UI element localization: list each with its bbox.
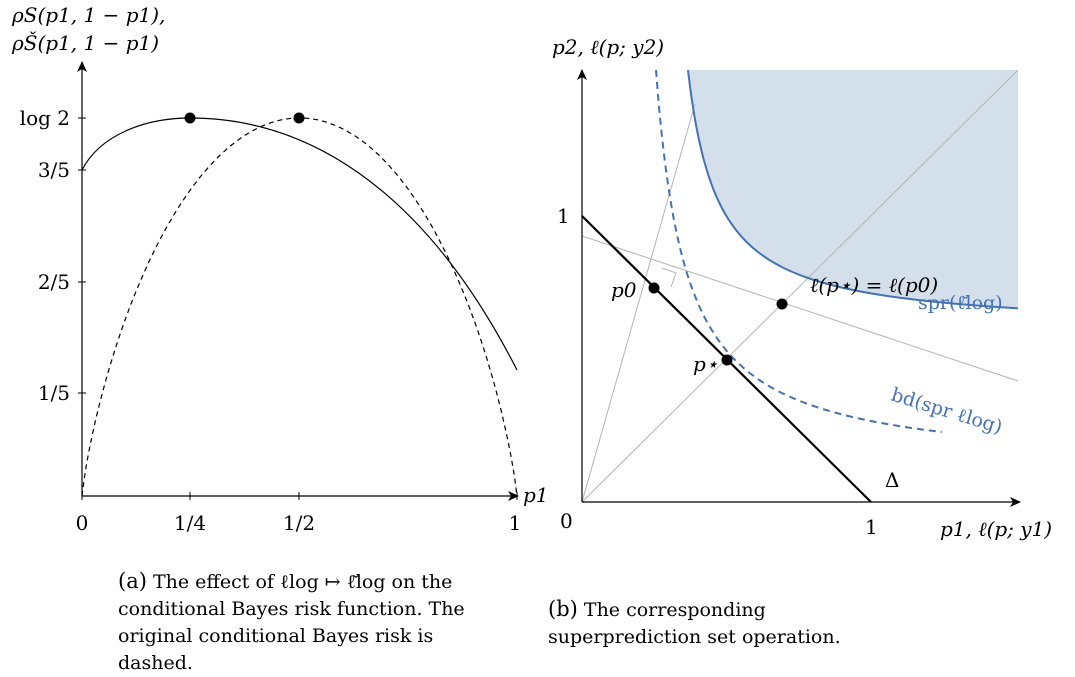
- bd-spr-log-curve: [655, 70, 942, 433]
- point-p0: [648, 282, 660, 294]
- label-spr: spr(ℓ̌log): [918, 292, 1003, 314]
- a-y-tick-1-5: 1/5: [38, 381, 70, 405]
- b-origin: 0: [560, 509, 573, 533]
- label-bd: bd(spr ℓlog): [889, 384, 1005, 439]
- a-y-tick-2-5: 2/5: [38, 270, 70, 294]
- guide-lines: [582, 70, 1018, 503]
- original-bayes-risk-curve: [81, 117, 518, 497]
- a-x-tick-0: 0: [76, 511, 89, 535]
- label-equality: ℓ(p⋆) = ℓ(p0): [810, 273, 938, 297]
- point-pstar: [721, 354, 733, 366]
- a-y-tick-3-5: 3/5: [38, 158, 70, 182]
- a-y-label-2: ρŠ(p1, 1 − p1): [11, 31, 159, 55]
- b-y-tick-1: 1: [557, 204, 570, 228]
- label-simplex: Δ: [885, 468, 899, 492]
- point-loss-pstar: [776, 298, 788, 310]
- a-x-label: p1: [523, 483, 549, 507]
- panel-b: p2, ℓ(p; y2) p1, ℓ(p; y1) 1 1 0 p0 p⋆ ℓ(…: [552, 35, 1052, 541]
- b-y-label: p2, ℓ(p; y2): [552, 35, 664, 59]
- spr-boundary-curve: [687, 70, 1018, 329]
- a-x-tick-1: 1: [509, 511, 522, 535]
- label-p0: p0: [611, 278, 637, 302]
- caption-b-text: The corresponding superprediction set op…: [548, 599, 841, 648]
- caption-a-text: The effect of ℓlog ↦ ℓ̌log on the condit…: [118, 571, 465, 674]
- modified-bayes-risk-curve: [81, 117, 518, 371]
- caption-b: (b) The corresponding superprediction se…: [548, 596, 918, 651]
- a-y-ticks: [78, 117, 86, 394]
- caption-b-label: (b): [548, 597, 578, 621]
- max-point-dashed: [293, 112, 305, 124]
- caption-a: (a) The effect of ℓlog ↦ ℓ̌log on the co…: [118, 568, 513, 677]
- panel-a: ρS(p1, 1 − p1), ρŠ(p1, 1 − p1) p1 log 2 …: [11, 3, 549, 535]
- max-point-solid: [184, 112, 196, 124]
- superprediction-set-region: [688, 70, 1018, 329]
- a-x-tick-1-4: 1/4: [174, 511, 206, 535]
- figure-canvas: ρS(p1, 1 − p1), ρŠ(p1, 1 − p1) p1 log 2 …: [11, 3, 1052, 541]
- a-y-label-1: ρS(p1, 1 − p1),: [11, 3, 165, 27]
- a-x-tick-1-2: 1/2: [283, 511, 315, 535]
- caption-a-label: (a): [118, 569, 147, 593]
- b-x-label: p1, ℓ(p; y1): [940, 517, 1052, 541]
- b-x-tick-1: 1: [865, 515, 878, 539]
- label-pstar: p⋆: [693, 352, 718, 376]
- a-y-tick-log2: log 2: [20, 106, 70, 130]
